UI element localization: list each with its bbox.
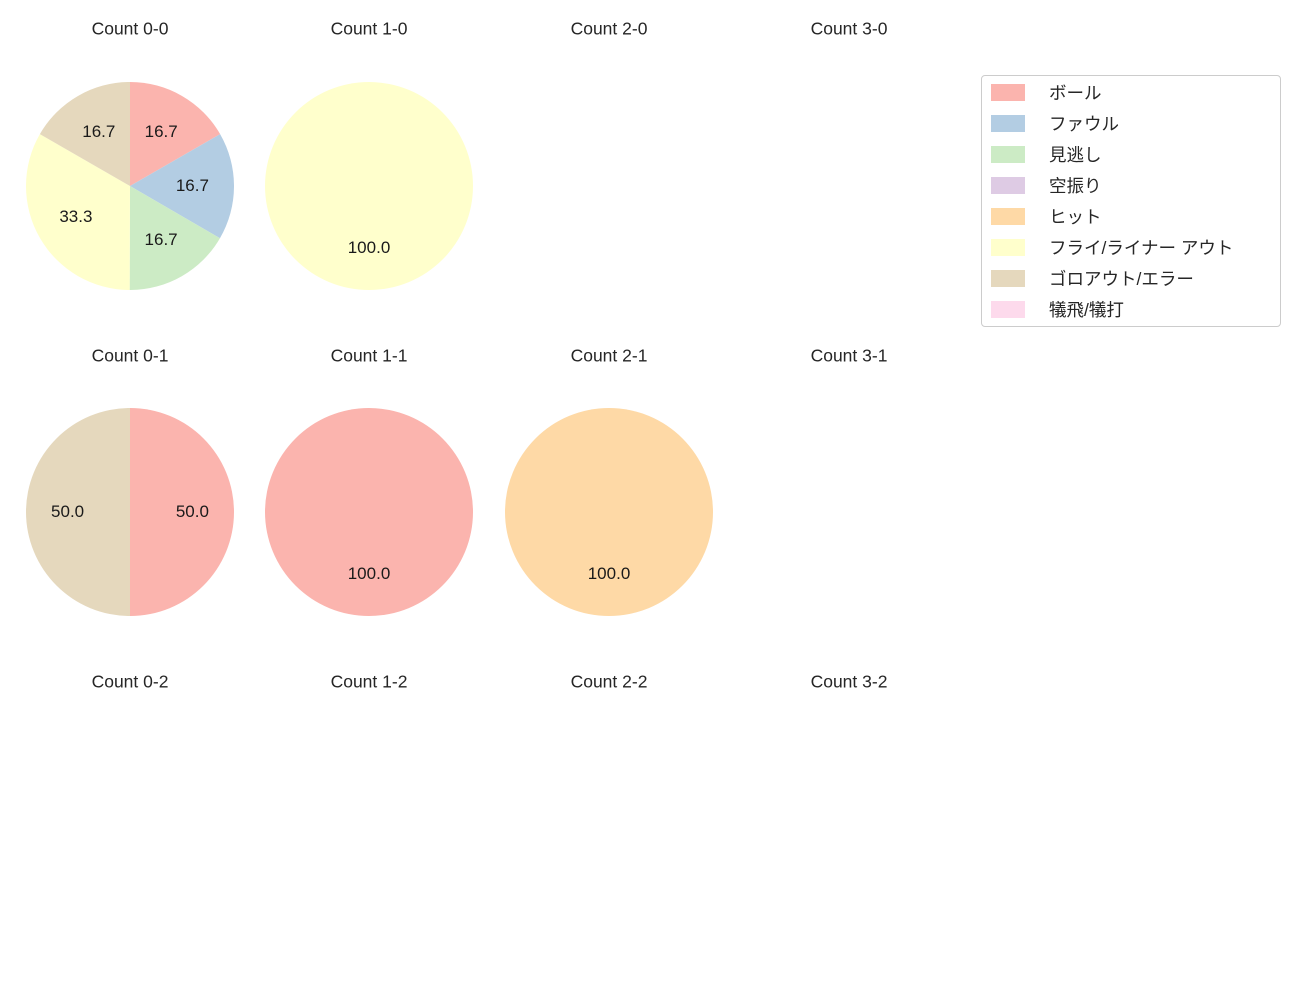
pie-percent-label: 50.0: [175, 502, 209, 521]
legend-swatch: [991, 115, 1025, 132]
legend-swatch: [991, 301, 1025, 318]
legend-swatch: [991, 177, 1025, 194]
pie-count-1-1: [265, 408, 473, 616]
legend-label: 空振り: [1049, 176, 1102, 196]
pie-slice: [505, 408, 713, 616]
legend-swatch: [991, 146, 1025, 163]
legend-label: ヒット: [1049, 207, 1102, 227]
legend-swatch: [991, 208, 1025, 225]
pie-slice: [26, 134, 130, 290]
chart-title-count-2-0: Count 2-0: [570, 18, 648, 39]
pie-percent-label: 50.0: [51, 502, 85, 521]
pie-slice: [130, 408, 234, 616]
pie-count-1-0: [265, 82, 473, 290]
legend-label: ゴロアウト/エラー: [1049, 269, 1194, 289]
legend-label: フライ/ライナー アウト: [1049, 238, 1234, 258]
pie-percent-label: 16.7: [175, 176, 209, 196]
legend-swatch: [991, 84, 1025, 101]
pie-percent-label: 100.0: [347, 564, 391, 584]
legend-swatch: [991, 239, 1025, 256]
legend-label: ボール: [1049, 83, 1102, 103]
chart-title-count-0-1: Count 0-1: [91, 345, 169, 366]
legend-item: ボール: [982, 83, 1280, 103]
pie-slice: [265, 408, 473, 616]
legend-item: ヒット: [982, 207, 1280, 227]
pie-count-0-0: [26, 82, 234, 290]
pie-slice: [130, 134, 234, 239]
legend-swatch: [991, 270, 1025, 287]
legend-label: 見逃し: [1049, 145, 1102, 165]
legend-item: 見逃し: [982, 145, 1280, 165]
pie-slice: [39, 82, 130, 186]
chart-title-count-1-1: Count 1-1: [330, 345, 408, 366]
legend-item: ゴロアウト/エラー: [982, 269, 1280, 289]
legend-item: 犠飛/犠打: [982, 300, 1280, 320]
pie-slice: [265, 82, 473, 290]
chart-title-count-0-0: Count 0-0: [91, 18, 169, 39]
legend-item: 空振り: [982, 176, 1280, 196]
legend-item: ファウル: [982, 114, 1280, 134]
pie-slice: [130, 82, 221, 186]
pie-percent-label: 16.7: [144, 122, 178, 141]
chart-title-count-0-2: Count 0-2: [91, 671, 169, 692]
chart-title-count-2-1: Count 2-1: [570, 345, 648, 366]
pie-percent-label: 16.7: [144, 230, 178, 250]
chart-title-count-3-1: Count 3-1: [810, 345, 888, 366]
chart-title-count-1-0: Count 1-0: [330, 18, 408, 39]
pie-count-2-1: [505, 408, 713, 616]
pie-slice: [26, 408, 130, 616]
pie-percent-label: 33.3: [59, 207, 93, 227]
chart-title-count-3-0: Count 3-0: [810, 18, 888, 39]
chart-title-count-3-2: Count 3-2: [810, 671, 888, 692]
chart-title-count-1-2: Count 1-2: [330, 671, 408, 692]
pie-slice: [129, 186, 220, 290]
pie-percent-label: 100.0: [587, 564, 631, 584]
legend-label: ファウル: [1049, 114, 1119, 134]
pie-percent-label: 16.7: [82, 122, 116, 141]
pie-percent-label: 100.0: [347, 238, 391, 258]
chart-title-count-2-2: Count 2-2: [570, 671, 648, 692]
pie-count-0-1: [26, 408, 234, 616]
legend: ボールファウル見逃し空振りヒットフライ/ライナー アウト ゴロアウト/エラー 犠飛/…: [981, 75, 1281, 327]
legend-label: 犠飛/犠打: [1049, 300, 1124, 320]
legend-item: フライ/ライナー アウト: [982, 238, 1280, 258]
